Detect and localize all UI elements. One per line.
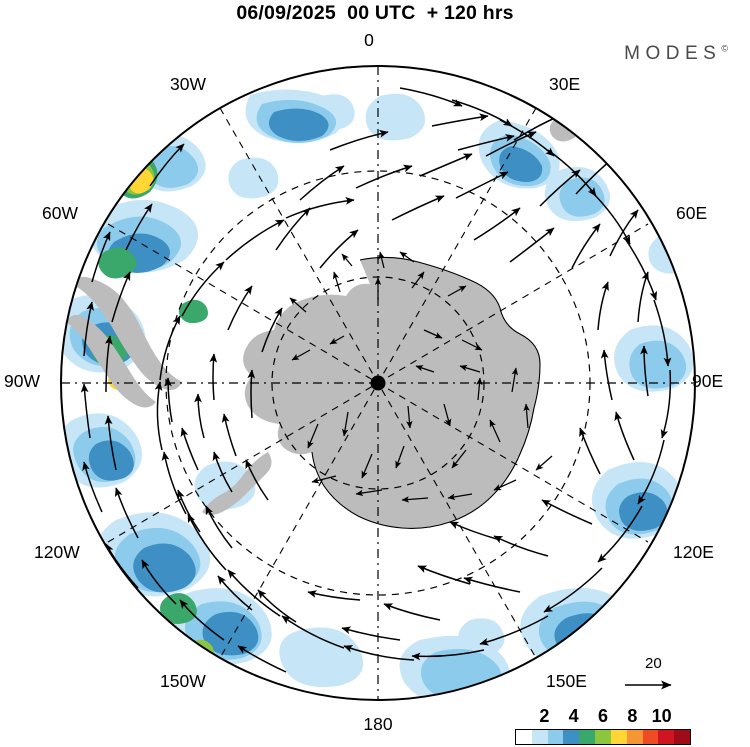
colorbar-tick-6: 6 [597, 706, 609, 726]
colorbar-swatch-2 [547, 730, 564, 744]
page-title: 06/09/2025 00 UTC + 120 hrs [236, 2, 514, 24]
colorbar-swatch-10 [674, 730, 690, 744]
colorbar-swatch-3 [563, 730, 580, 744]
lon-label-60e: 60E [676, 203, 708, 223]
globe-outline [60, 65, 696, 701]
lon-label-120e: 120E [673, 542, 714, 562]
colorbar-swatch-7 [626, 730, 643, 744]
lon-label-30w: 30W [170, 74, 206, 94]
new-zealand-south-island [601, 601, 637, 649]
antarctica [243, 257, 540, 529]
colorbar-swatch-0 [516, 730, 532, 744]
vector-scale-label: 20 [645, 655, 662, 672]
lon-label-30e: 30E [549, 74, 581, 94]
lon-label-0: 0 [364, 30, 374, 50]
south-america [70, 276, 182, 390]
colorbar-swatch-6 [610, 730, 627, 744]
lon-label-150e: 150E [546, 671, 587, 691]
lon-label-180: 180 [363, 714, 393, 734]
colorbar-swatch-5 [595, 730, 611, 744]
lon-label-120w: 120W [34, 542, 80, 562]
lon-label-60w: 60W [42, 203, 78, 223]
modes-logo: MODES© [624, 43, 728, 65]
vector-scale-key: 20 [623, 655, 713, 697]
colorbar-swatch-4 [579, 730, 596, 744]
colorbar-tick-2: 2 [539, 706, 550, 726]
landmasses [66, 114, 680, 649]
modes-logo-text: MODES [624, 43, 722, 64]
antarctic-peninsula [202, 452, 272, 515]
map-contents [61, 66, 695, 700]
lon-label-90e: 90E [692, 371, 724, 391]
colorbar-tick-8: 8 [627, 706, 638, 726]
colorbar-tick-4: 4 [568, 706, 579, 726]
lon-label-90w: 90W [4, 371, 40, 391]
new-zealand-north-island [624, 590, 644, 614]
vector-scale-arrow-icon [625, 680, 672, 690]
colorbar [515, 729, 691, 745]
coastlines [311, 256, 541, 529]
wind-vectors [80, 87, 672, 677]
south-america-coast [66, 314, 156, 408]
colorbar-swatch-9 [658, 730, 675, 744]
colorbar-tick-10: 10 [651, 706, 672, 726]
colorbar-swatch-1 [531, 730, 548, 744]
south-pole-marker [370, 375, 386, 391]
interior-wind-vectors [289, 251, 553, 503]
colorbar-ticks: 2 4 6 8 10 [515, 706, 691, 728]
lon-label-150w: 150W [160, 671, 206, 691]
copyright-icon: © [721, 43, 728, 54]
colorbar-swatch-8 [642, 730, 659, 744]
